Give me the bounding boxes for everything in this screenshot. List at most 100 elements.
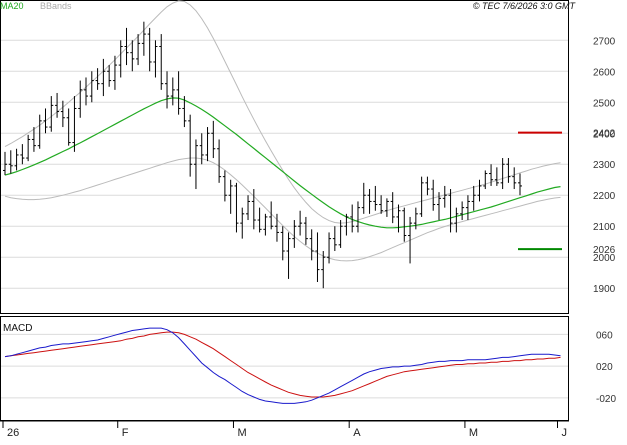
ohlc-bar: [442, 185, 447, 208]
ohlc-bar: [159, 34, 164, 90]
ohlc-bar: [379, 195, 384, 214]
price-tick-label: 2400: [593, 129, 616, 140]
ohlc-bar: [269, 201, 274, 230]
ohlc-bar: [228, 179, 233, 214]
ohlc-bar: [373, 185, 378, 211]
ohlc-bar: [518, 173, 522, 196]
x-tick-label: A: [353, 427, 361, 439]
ohlc-bar: [165, 71, 170, 109]
price-tick-label: 2300: [593, 160, 616, 171]
macd-lines: [4, 327, 561, 404]
price-tick-label: 2500: [593, 98, 616, 109]
ohlc-bar: [286, 232, 291, 279]
grid-layer: [1, 39, 568, 428]
ohlc-bar: [193, 139, 198, 190]
price-tick-label: 1900: [593, 284, 616, 295]
bband-upper-line: [4, 0, 561, 224]
ohlc-bar: [350, 204, 355, 233]
panel-frames: [0, 0, 569, 422]
ohlc-bar: [500, 158, 505, 190]
ohlc-bar: [136, 34, 141, 66]
ohlc-bar: [384, 198, 389, 217]
ohlc-bar: [84, 77, 89, 106]
x-tick-label: J: [562, 427, 568, 439]
legend: MA20 BBands: [0, 1, 72, 11]
ohlc-bar: [361, 182, 366, 214]
ohlc-bar: [182, 96, 187, 128]
ohlc-bar: [465, 195, 470, 221]
ohlc-bar: [251, 189, 256, 230]
ohlc-bar: [31, 127, 36, 152]
ohlc-bar: [130, 40, 135, 72]
ohlc-bar: [101, 58, 106, 97]
ohlc-bar: [211, 120, 216, 159]
price-bars: [3, 21, 522, 289]
ohlc-bar: [107, 65, 112, 87]
ohlc-bar: [280, 226, 285, 261]
support-label: 2026: [593, 245, 616, 256]
x-tick-label: M: [237, 427, 246, 439]
ohlc-bar: [3, 151, 7, 176]
ohlc-bar: [205, 127, 210, 162]
ohlc-bar: [506, 158, 511, 183]
ohlc-bar: [257, 207, 262, 233]
price-tick-label: 2600: [593, 67, 616, 78]
ohlc-bar: [66, 108, 71, 146]
macd-signal-line: [4, 331, 561, 398]
x-tick-label: M: [469, 427, 478, 439]
ohlc-bar: [14, 148, 19, 171]
ohlc-bar: [494, 167, 499, 186]
ohlc-bar: [327, 232, 332, 264]
ma20-line: [4, 97, 561, 229]
ohlc-bar: [26, 134, 31, 162]
ohlc-bar: [222, 170, 227, 202]
ohlc-bar: [118, 40, 123, 78]
ohlc-bar: [141, 21, 146, 56]
ohlc-bar: [246, 195, 251, 221]
ohlc-bar: [298, 210, 303, 236]
ohlc-bar: [170, 77, 175, 106]
price-tick-label: 2700: [593, 36, 616, 47]
price-tick-label: 2100: [593, 222, 616, 233]
price-levels: 2402 2026: [518, 129, 616, 256]
ohlc-bar: [176, 71, 181, 115]
x-tick-label: F: [122, 427, 129, 439]
legend-bbands: BBands: [40, 1, 72, 11]
price-tick-label: 2000: [593, 253, 616, 264]
ohlc-bar: [188, 114, 193, 177]
ohlc-bar: [37, 114, 42, 149]
ohlc-bar: [408, 216, 413, 264]
ohlc-bar: [147, 27, 152, 72]
ohlc-bar: [460, 201, 465, 221]
ohlc-bar: [303, 216, 308, 245]
price-tick-label: 2200: [593, 191, 616, 202]
timestamp-stamp: © TEC 7/6/2026 3:0 GMT: [473, 1, 577, 11]
price-panel-frame: [0, 0, 569, 314]
ohlc-bar: [95, 68, 100, 90]
ohlc-bar: [309, 229, 314, 261]
ohlc-bar: [124, 27, 129, 66]
macd-line: [4, 327, 561, 404]
x-tick-label: 26: [7, 427, 19, 439]
ohlc-bar: [20, 144, 25, 165]
ohlc-bar: [199, 133, 204, 165]
ohlc-bar: [425, 176, 430, 196]
ohlc-bar: [413, 207, 418, 230]
resistance-label: 2402: [593, 129, 616, 140]
legend-ma20: MA20: [0, 1, 24, 11]
ohlc-bar: [471, 185, 476, 211]
ohlc-bar: [49, 96, 54, 132]
ohlc-bar: [477, 179, 482, 202]
ohlc-bar: [338, 220, 343, 248]
ohlc-bar: [234, 182, 239, 233]
ohlc-bar: [332, 226, 337, 252]
ohlc-bar: [396, 204, 401, 233]
ohlc-bar: [344, 213, 349, 236]
ohlc-bar: [43, 108, 48, 134]
macd-panel-frame: [0, 316, 569, 421]
ohlc-bar: [419, 176, 424, 217]
ohlc-bar: [89, 71, 94, 103]
ohlc-bar: [292, 220, 297, 248]
axis-labels: 1900 2000 2100 2200 2300 2400 2500 2600 2700 -020…: [7, 36, 616, 439]
